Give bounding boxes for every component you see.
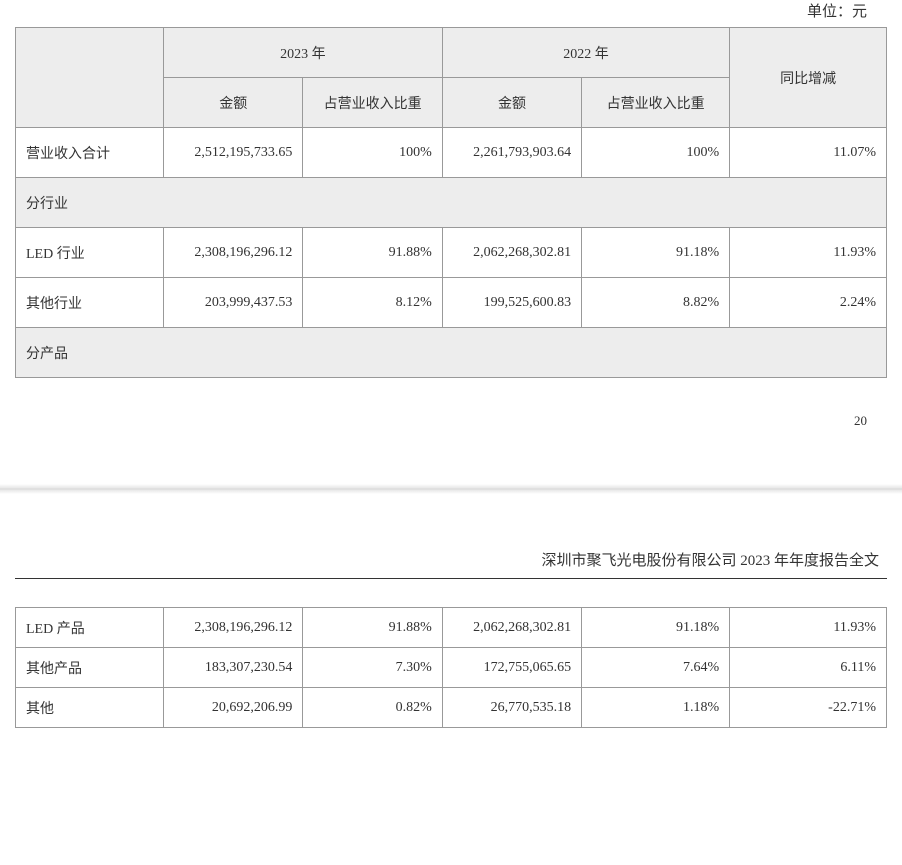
cell-ratio-2022: 91.18% bbox=[582, 608, 730, 648]
header-2022: 2022 年 bbox=[442, 28, 729, 78]
header-row-1: 2023 年 2022 年 同比增减 bbox=[16, 28, 887, 78]
cell-yoy: 11.07% bbox=[730, 128, 887, 178]
cell-label: LED 产品 bbox=[16, 608, 164, 648]
page-break bbox=[0, 429, 902, 549]
revenue-table-2: LED 产品 2,308,196,296.12 91.88% 2,062,268… bbox=[15, 607, 887, 728]
cell-yoy: 6.11% bbox=[730, 648, 887, 688]
row-section-industry: 分行业 bbox=[16, 178, 887, 228]
cell-amount-2023: 203,999,437.53 bbox=[164, 278, 303, 328]
row-other-industry: 其他行业 203,999,437.53 8.12% 199,525,600.83… bbox=[16, 278, 887, 328]
header-empty bbox=[16, 28, 164, 128]
header-ratio-2023: 占营业收入比重 bbox=[303, 78, 442, 128]
cell-label: 营业收入合计 bbox=[16, 128, 164, 178]
cell-ratio-2023: 100% bbox=[303, 128, 442, 178]
row-other: 其他 20,692,206.99 0.82% 26,770,535.18 1.1… bbox=[16, 688, 887, 728]
cell-label: 其他 bbox=[16, 688, 164, 728]
cell-amount-2022: 2,062,268,302.81 bbox=[442, 608, 581, 648]
row-section-product: 分产品 bbox=[16, 328, 887, 378]
page-2: 深圳市聚飞光电股份有限公司 2023 年年度报告全文 LED 产品 2,308,… bbox=[0, 549, 902, 728]
cell-amount-2023: 2,308,196,296.12 bbox=[164, 608, 303, 648]
cell-amount-2022: 199,525,600.83 bbox=[442, 278, 581, 328]
cell-ratio-2023: 0.82% bbox=[303, 688, 442, 728]
cell-amount-2023: 2,512,195,733.65 bbox=[164, 128, 303, 178]
cell-ratio-2022: 100% bbox=[582, 128, 730, 178]
cell-ratio-2022: 8.82% bbox=[582, 278, 730, 328]
header-ratio-2022: 占营业收入比重 bbox=[582, 78, 730, 128]
cell-yoy: -22.71% bbox=[730, 688, 887, 728]
header-2023: 2023 年 bbox=[164, 28, 443, 78]
row-other-product: 其他产品 183,307,230.54 7.30% 172,755,065.65… bbox=[16, 648, 887, 688]
cell-label: 其他产品 bbox=[16, 648, 164, 688]
cell-label: LED 行业 bbox=[16, 228, 164, 278]
cell-yoy: 11.93% bbox=[730, 608, 887, 648]
report-title: 深圳市聚飞光电股份有限公司 2023 年年度报告全文 bbox=[15, 549, 887, 579]
cell-amount-2023: 183,307,230.54 bbox=[164, 648, 303, 688]
page-1: 单位：元 2023 年 2022 年 同比增减 金额 占营业收入比重 金额 占营… bbox=[0, 0, 902, 429]
cell-amount-2023: 2,308,196,296.12 bbox=[164, 228, 303, 278]
cell-yoy: 2.24% bbox=[730, 278, 887, 328]
cell-yoy: 11.93% bbox=[730, 228, 887, 278]
section-header-industry: 分行业 bbox=[16, 178, 887, 228]
cell-ratio-2023: 91.88% bbox=[303, 608, 442, 648]
cell-ratio-2023: 7.30% bbox=[303, 648, 442, 688]
row-led-product: LED 产品 2,308,196,296.12 91.88% 2,062,268… bbox=[16, 608, 887, 648]
cell-amount-2022: 2,062,268,302.81 bbox=[442, 228, 581, 278]
cell-ratio-2022: 7.64% bbox=[582, 648, 730, 688]
unit-label: 单位：元 bbox=[15, 0, 887, 21]
page-number: 20 bbox=[15, 413, 887, 429]
header-yoy: 同比增减 bbox=[730, 28, 887, 128]
revenue-table-1: 2023 年 2022 年 同比增减 金额 占营业收入比重 金额 占营业收入比重… bbox=[15, 27, 887, 378]
header-amount-2023: 金额 bbox=[164, 78, 303, 128]
cell-label: 其他行业 bbox=[16, 278, 164, 328]
cell-ratio-2022: 1.18% bbox=[582, 688, 730, 728]
cell-amount-2022: 172,755,065.65 bbox=[442, 648, 581, 688]
cell-amount-2023: 20,692,206.99 bbox=[164, 688, 303, 728]
header-amount-2022: 金额 bbox=[442, 78, 581, 128]
cell-ratio-2023: 91.88% bbox=[303, 228, 442, 278]
cell-ratio-2022: 91.18% bbox=[582, 228, 730, 278]
section-header-product: 分产品 bbox=[16, 328, 887, 378]
row-total-revenue: 营业收入合计 2,512,195,733.65 100% 2,261,793,9… bbox=[16, 128, 887, 178]
cell-amount-2022: 26,770,535.18 bbox=[442, 688, 581, 728]
cell-ratio-2023: 8.12% bbox=[303, 278, 442, 328]
cell-amount-2022: 2,261,793,903.64 bbox=[442, 128, 581, 178]
row-led-industry: LED 行业 2,308,196,296.12 91.88% 2,062,268… bbox=[16, 228, 887, 278]
